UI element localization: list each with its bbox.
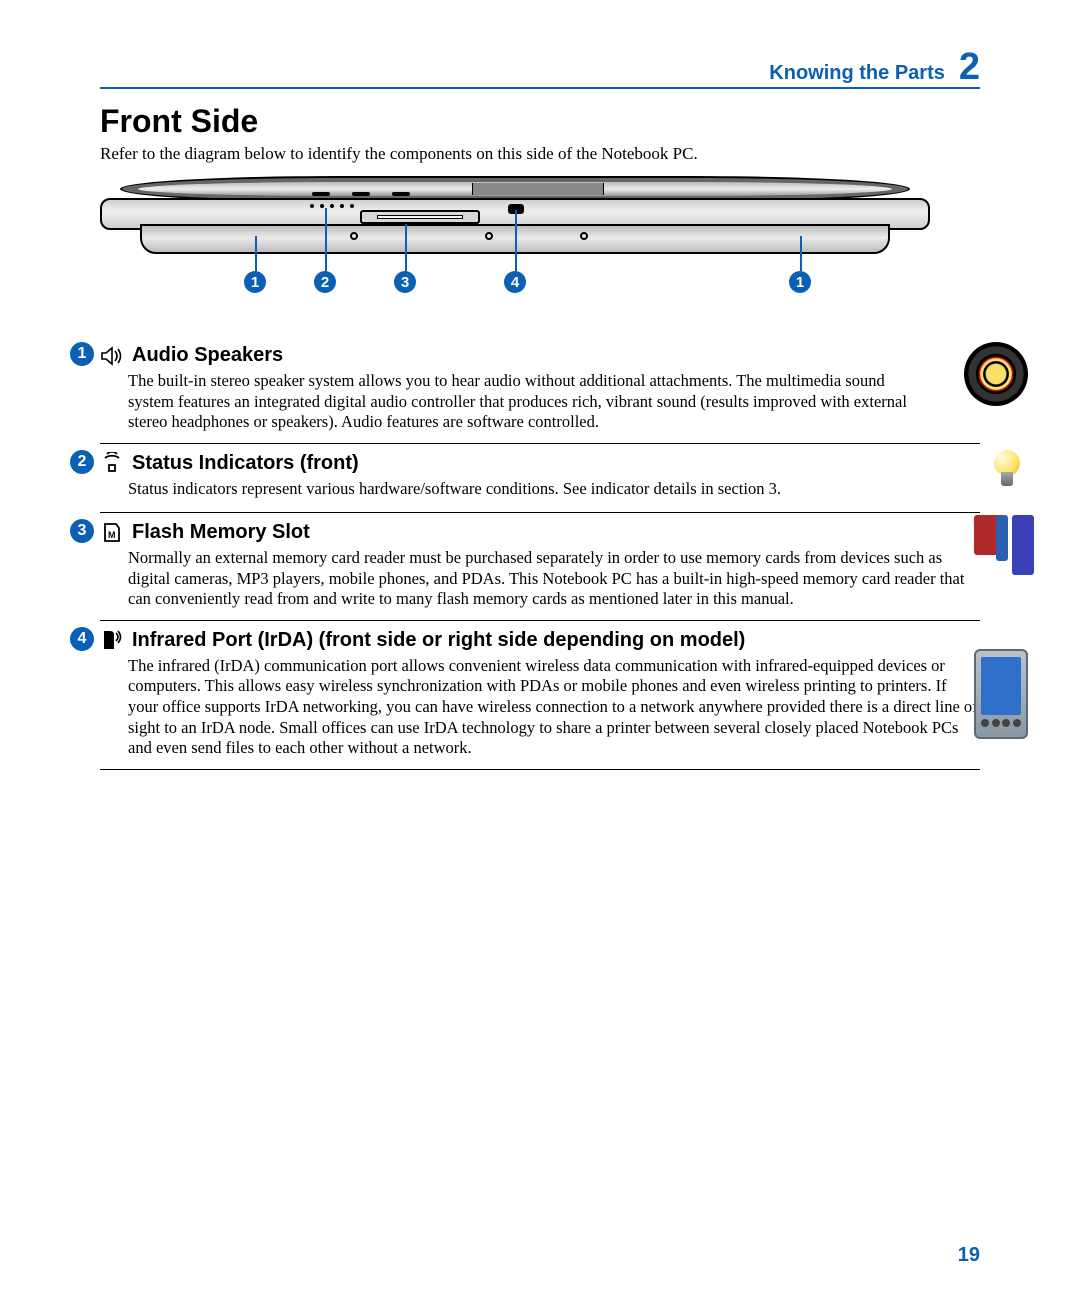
thumbnail-speaker: [964, 342, 1030, 406]
callout-number: 4: [504, 271, 526, 293]
thumbnail-pda: [974, 649, 1040, 739]
section-intro: Refer to the diagram below to identify t…: [100, 144, 980, 164]
item-audio-speakers: 1 Audio Speakers The built-in stereo spe…: [100, 336, 980, 444]
page-header: Knowing the Parts 2: [100, 50, 980, 89]
callout-number: 1: [244, 271, 266, 293]
callout-line: [255, 236, 257, 271]
item-title: Audio Speakers: [132, 344, 283, 367]
status-icon: [100, 452, 124, 474]
header-title: Knowing the Parts: [769, 62, 945, 85]
svg-text:M: M: [108, 530, 116, 540]
speaker-icon: [100, 345, 124, 367]
item-flash-memory-slot: 3 M Flash Memory Slot Normally an extern…: [100, 513, 980, 621]
item-body: Status indicators represent various hard…: [128, 479, 980, 500]
item-body: Normally an external memory card reader …: [128, 548, 980, 610]
irda-icon: [100, 629, 124, 651]
manual-page: Knowing the Parts 2 Front Side Refer to …: [0, 0, 1080, 1307]
item-title: Status Indicators (front): [132, 452, 359, 475]
callout-number: 1: [789, 271, 811, 293]
header-chapter-number: 2: [959, 50, 980, 84]
callout-line: [405, 224, 407, 271]
section-title: Front Side: [100, 103, 980, 140]
callout-line: [325, 208, 327, 271]
callout-line: [515, 210, 517, 271]
item-title: Flash Memory Slot: [132, 521, 310, 544]
item-title: Infrared Port (IrDA) (front side or righ…: [132, 629, 745, 652]
memory-icon: M: [100, 521, 124, 543]
front-side-diagram: 1 2 3 4 1: [100, 176, 930, 296]
item-body: The infrared (IrDA) communication port a…: [128, 656, 980, 759]
callout-line: [800, 236, 802, 271]
item-body: The built-in stereo speaker system allow…: [128, 371, 910, 433]
page-number: 19: [958, 1244, 980, 1267]
thumbnail-memory-cards: [974, 515, 1040, 575]
item-number-badge: 2: [70, 450, 94, 474]
item-number-badge: 4: [70, 627, 94, 651]
item-number-badge: 3: [70, 519, 94, 543]
item-infrared-port: 4 Infrared Port (IrDA) (front side or ri…: [100, 621, 980, 770]
component-list: 1 Audio Speakers The built-in stereo spe…: [100, 336, 980, 770]
item-number-badge: 1: [70, 342, 94, 366]
thumbnail-bulb: [974, 450, 1040, 490]
item-status-indicators: 2 Status Indicators (front) Status indic…: [100, 444, 980, 513]
callout-number: 3: [394, 271, 416, 293]
callout-number: 2: [314, 271, 336, 293]
